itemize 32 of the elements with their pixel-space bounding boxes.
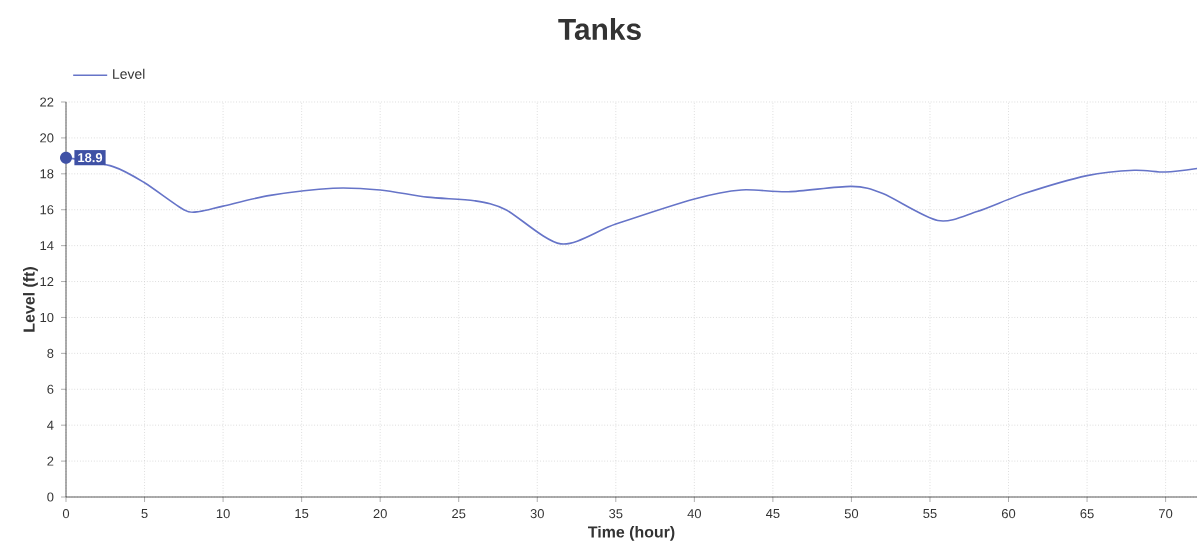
y-tick-label: 6	[47, 384, 54, 394]
y-tick-label: 20	[40, 133, 54, 143]
x-tick-label: 45	[765, 509, 780, 519]
x-tick-label: 60	[1001, 509, 1016, 519]
x-tick-label: 0	[62, 509, 70, 519]
y-tick-label: 4	[47, 420, 54, 430]
y-tick-label: 18	[40, 169, 54, 179]
legend-label: Level	[113, 68, 145, 79]
y-axis-title: Level (ft)	[23, 267, 38, 332]
y-tick-label: 14	[40, 241, 54, 251]
x-tick-label: 10	[216, 509, 230, 519]
y-tick-label: 0	[47, 492, 54, 502]
y-tick-label: 2	[47, 456, 54, 466]
x-tick-label: 65	[1080, 509, 1094, 519]
x-tick-label: 20	[373, 509, 387, 519]
y-tick-label: 10	[40, 312, 54, 323]
x-tick-label: 5	[141, 509, 148, 519]
x-tick-label: 55	[923, 509, 937, 519]
y-tick-label: 8	[47, 348, 54, 358]
x-tick-label: 50	[844, 509, 859, 519]
x-tick-label: 25	[452, 509, 466, 519]
annotation: 18.9	[78, 153, 103, 163]
y-tick-label: 22	[40, 97, 54, 107]
y-tick-label: 16	[40, 205, 54, 215]
x-axis-title: Time (hour)	[588, 525, 675, 541]
x-tick-label: 30	[530, 509, 544, 519]
x-tick-label: 70	[1159, 509, 1173, 519]
x-tick-label: 15	[295, 509, 309, 519]
x-tick-label: 35	[609, 509, 623, 519]
chart-title: Tanks	[558, 18, 641, 40]
y-tick-label: 12	[40, 277, 54, 287]
x-tick-label: 40	[687, 509, 702, 519]
